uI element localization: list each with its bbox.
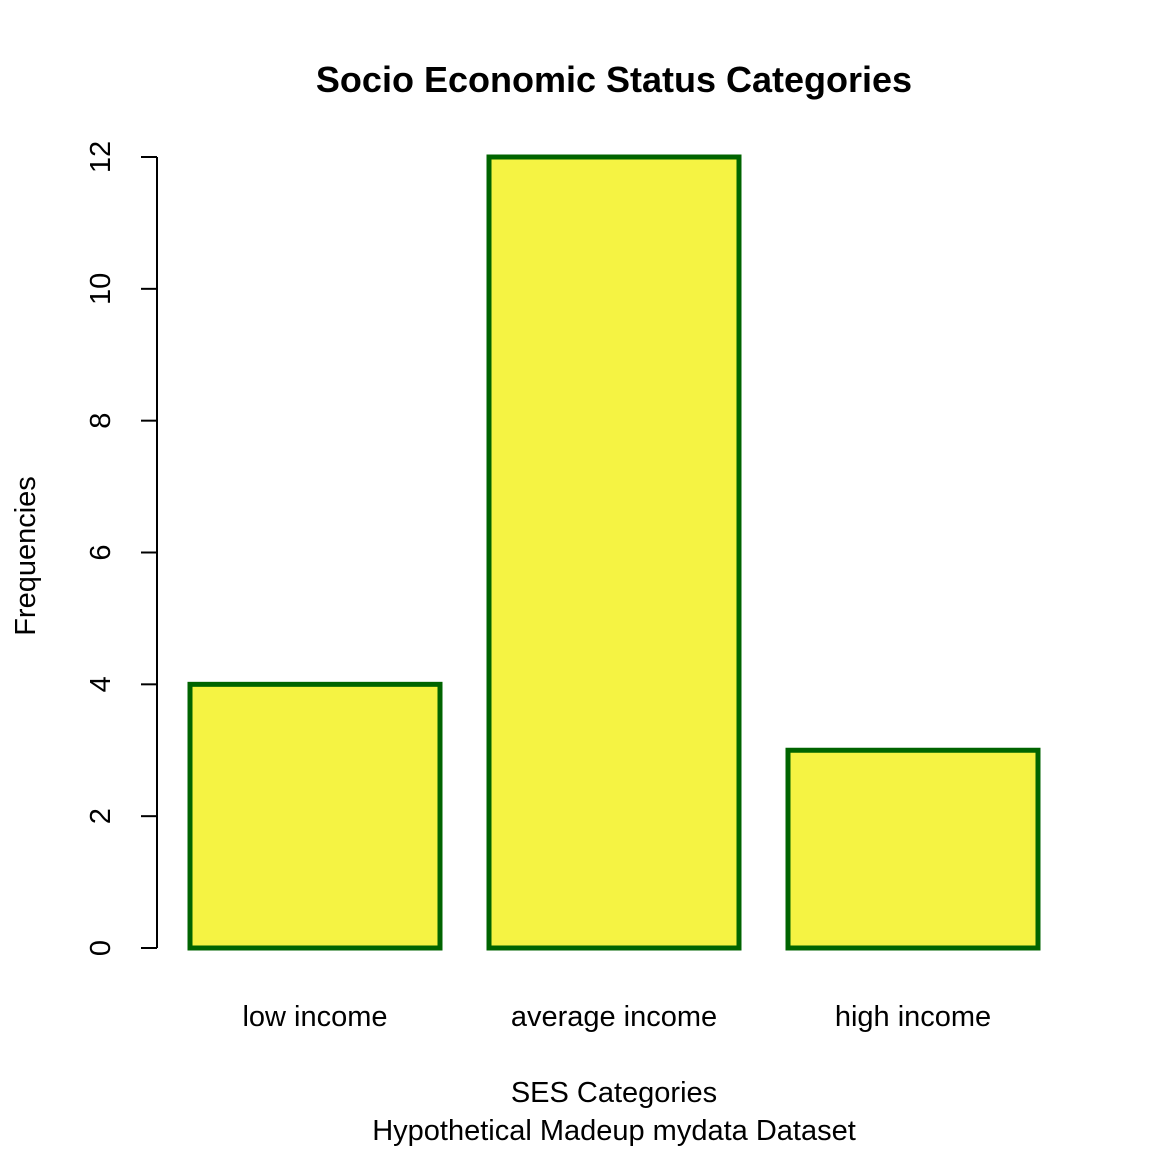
y-tick-label: 6: [85, 544, 117, 560]
category-label: low income: [242, 1001, 387, 1033]
y-axis: 0 2 4 6 8 10 12: [85, 141, 158, 956]
y-tick-label: 10: [85, 273, 117, 305]
y-tick-label: 2: [85, 808, 117, 824]
bars: [187, 154, 1041, 951]
y-tick-label: 4: [85, 676, 117, 692]
chart-title: Socio Economic Status Categories: [316, 59, 912, 100]
bar: [486, 154, 742, 951]
bar: [785, 747, 1041, 951]
category-label: average income: [511, 1001, 717, 1033]
bar: [187, 681, 443, 951]
y-tick-label: 0: [85, 940, 117, 956]
chart-subtitle: Hypothetical Madeup mydata Dataset: [372, 1115, 856, 1147]
x-axis-labels: low income average income high income: [242, 1001, 991, 1033]
x-axis-label: SES Categories: [511, 1077, 717, 1109]
y-axis-label: Frequencies: [10, 476, 42, 636]
y-tick-label: 8: [85, 413, 117, 429]
y-tick-label: 12: [85, 141, 117, 173]
category-label: high income: [835, 1001, 991, 1033]
